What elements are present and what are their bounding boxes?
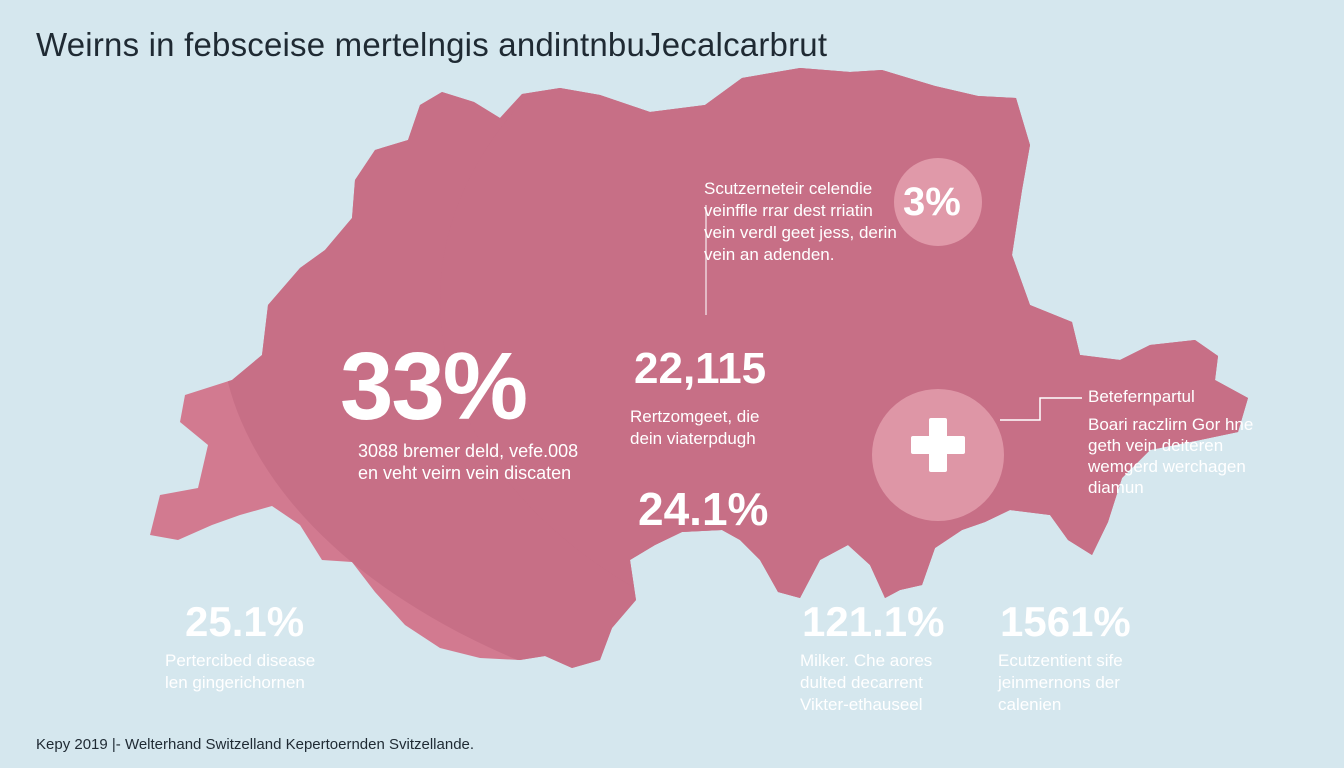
desc-line: dein viaterpdugh bbox=[630, 429, 756, 448]
stat-center-desc: Rertzomgeet, die dein viaterpdugh bbox=[630, 406, 759, 450]
stat-center-value: 22,115 bbox=[634, 344, 767, 393]
desc-line: Pertercibed disease bbox=[165, 651, 316, 670]
desc-line: len gingerichornen bbox=[165, 673, 305, 692]
desc-line: calenien bbox=[998, 695, 1062, 714]
desc-line: Milker. Che aores bbox=[800, 651, 933, 670]
desc-line: Ecutzentient sife bbox=[998, 651, 1123, 670]
stat-top-right-value: 3% bbox=[903, 180, 961, 224]
stat-bottom-right-value: 1561% bbox=[1000, 598, 1131, 645]
desc-line: dulted decarrent bbox=[800, 673, 923, 692]
cross-callout-desc: Boari raczlirn Gor hne geth vein deitere… bbox=[1088, 414, 1253, 498]
desc-line: diamun bbox=[1088, 478, 1144, 497]
desc-line: Vikter-ethauseel bbox=[800, 695, 923, 714]
desc-line: en veht veirn vein discaten bbox=[358, 463, 572, 483]
desc-line: vein verdl geet jess, derin bbox=[704, 223, 897, 242]
desc-line: 3088 bremer deld, vefe.008 bbox=[358, 441, 579, 461]
desc-line: geth vein deiteren bbox=[1088, 436, 1224, 455]
stat-main-value: 33% bbox=[340, 333, 528, 440]
stat-bottom-mid-value: 121.1% bbox=[802, 598, 945, 645]
desc-line: Rertzomgeet, die bbox=[630, 407, 760, 426]
map-shade-band-inner bbox=[440, 68, 1248, 668]
stat-mid-value: 24.1% bbox=[638, 483, 769, 535]
desc-line: jeinmernons der bbox=[998, 673, 1120, 692]
desc-line: veinffle rrar dest rriatin bbox=[704, 201, 873, 220]
cross-callout-label: Betefernpartul bbox=[1088, 387, 1195, 406]
stat-bottom-right-desc: Ecutzentient sife jeinmernons der caleni… bbox=[998, 650, 1123, 716]
stat-bottom-mid-desc: Milker. Che aores dulted decarrent Vikte… bbox=[800, 650, 932, 716]
footer-source: Kepy 2019 |- Welterhand Switzelland Kepe… bbox=[36, 736, 475, 753]
percent-circle bbox=[894, 158, 982, 246]
swiss-cross-icon bbox=[911, 418, 965, 472]
desc-line: vein an adenden. bbox=[704, 245, 835, 264]
desc-line: Boari raczlirn Gor hne bbox=[1088, 415, 1254, 434]
page-title: Weirns in febsceise mertelngis andintnbu… bbox=[36, 26, 828, 63]
stat-main-desc: 3088 bremer deld, vefe.008 en veht veirn… bbox=[358, 440, 578, 484]
desc-line: wemgerd werchagen bbox=[1088, 457, 1246, 476]
stat-top-right-desc: Scutzerneteir celendie veinffle rrar des… bbox=[704, 178, 897, 266]
desc-line: Scutzerneteir celendie bbox=[704, 179, 873, 198]
callout-line bbox=[1000, 397, 1082, 421]
stat-bottom-left-value: 25.1% bbox=[185, 598, 305, 645]
stat-bottom-left-desc: Pertercibed disease len gingerichornen bbox=[165, 650, 315, 694]
